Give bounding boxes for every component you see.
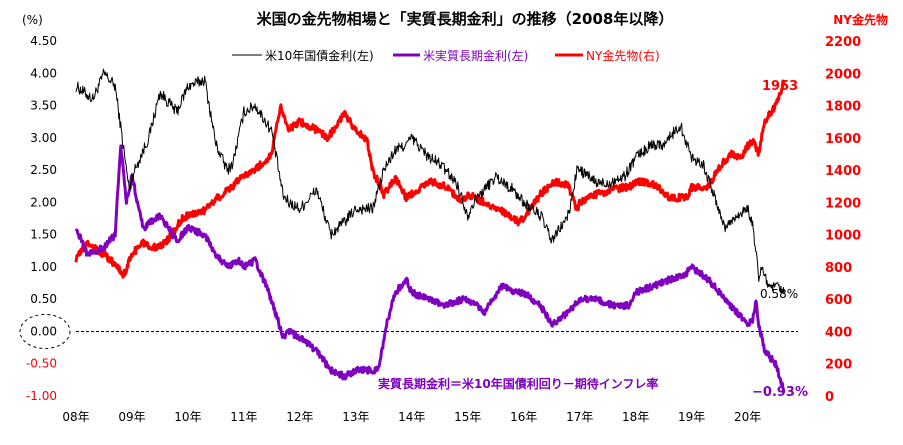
right-tick-label: 1400: [825, 164, 861, 179]
series-gold-line: [74, 79, 786, 279]
right-tick-label: 0: [825, 390, 834, 405]
left-axis-ticks: 4.50 4.00 3.50 3.00 2.50 2.00 1.50 1.00 0.50 0.00…: [26, 34, 57, 403]
right-tick-label: 1600: [825, 132, 861, 147]
right-tick-label: 400: [825, 325, 852, 340]
x-tick-label: 16年: [510, 410, 537, 424]
gold-last-label: 1953: [762, 79, 798, 94]
left-tick-label: 1.50: [30, 228, 57, 242]
x-tick-label: 13年: [342, 410, 369, 424]
left-tick-label: 0.00: [30, 324, 57, 338]
x-tick-label: 15年: [454, 410, 481, 424]
x-tick-label: 08年: [62, 410, 89, 424]
right-tick-label: 800: [825, 261, 852, 276]
left-tick-label: 0.50: [30, 292, 57, 306]
chart-title: 米国の金先物相場と「実質長期金利」の推移（2008年以降）: [257, 10, 674, 28]
left-tick-label: 2.50: [30, 163, 57, 177]
x-axis-ticks: 08年 09年 10年 11年 12年 13年 14年 15年 16年 17年 18年 19年 20年: [62, 410, 761, 424]
left-tick-label: -0.50: [26, 357, 57, 371]
nominal-last-label: 0.58%: [760, 287, 798, 301]
right-tick-label: 600: [825, 293, 852, 308]
left-tick-label: 4.50: [30, 34, 57, 48]
right-tick-label: 2000: [825, 67, 861, 82]
x-tick-label: 20年: [734, 410, 761, 424]
left-tick-label: 3.50: [30, 99, 57, 113]
legend-nominal-label: 米10年国債金利(左): [265, 48, 374, 63]
left-tick-label: 4.00: [30, 66, 57, 80]
x-tick-label: 12年: [286, 410, 313, 424]
x-tick-label: 18年: [622, 410, 649, 424]
left-tick-label: 1.00: [30, 260, 57, 274]
left-tick-label: 2.00: [30, 195, 57, 209]
series-nominal-yield-line: [75, 68, 785, 295]
left-tick-label: -1.00: [26, 389, 57, 403]
series-real-yield-line: [74, 144, 785, 394]
legend: 米10年国債金利(左) 米実質長期金利(左) NY金先物(右): [232, 48, 660, 63]
right-tick-label: 1000: [825, 229, 861, 244]
x-tick-label: 17年: [566, 410, 593, 424]
right-axis-title: NY金先物: [833, 12, 888, 27]
legend-real-label: 米実質長期金利(左): [423, 48, 528, 63]
right-tick-label: 2200: [825, 35, 861, 50]
x-tick-label: 10年: [174, 410, 201, 424]
legend-gold-label: NY金先物(右): [586, 48, 660, 63]
left-axis-unit: (%): [22, 13, 43, 27]
right-tick-label: 200: [825, 358, 852, 373]
right-tick-label: 1800: [825, 100, 861, 115]
x-tick-label: 11年: [230, 410, 257, 424]
formula-annotation: 実質長期金利＝米10年国債利回り－期待インフレ率: [378, 376, 658, 391]
series-group: [74, 68, 786, 394]
x-tick-label: 19年: [678, 410, 705, 424]
x-tick-label: 14年: [398, 410, 425, 424]
zero-highlight-circle: [19, 313, 71, 349]
left-tick-label: 3.00: [30, 131, 57, 145]
x-tick-label: 09年: [118, 410, 145, 424]
right-tick-label: 1200: [825, 196, 861, 211]
right-axis-ticks: 2200200018001600140012001000800600400200…: [825, 35, 861, 405]
real-last-label: −0.93%: [752, 385, 808, 400]
